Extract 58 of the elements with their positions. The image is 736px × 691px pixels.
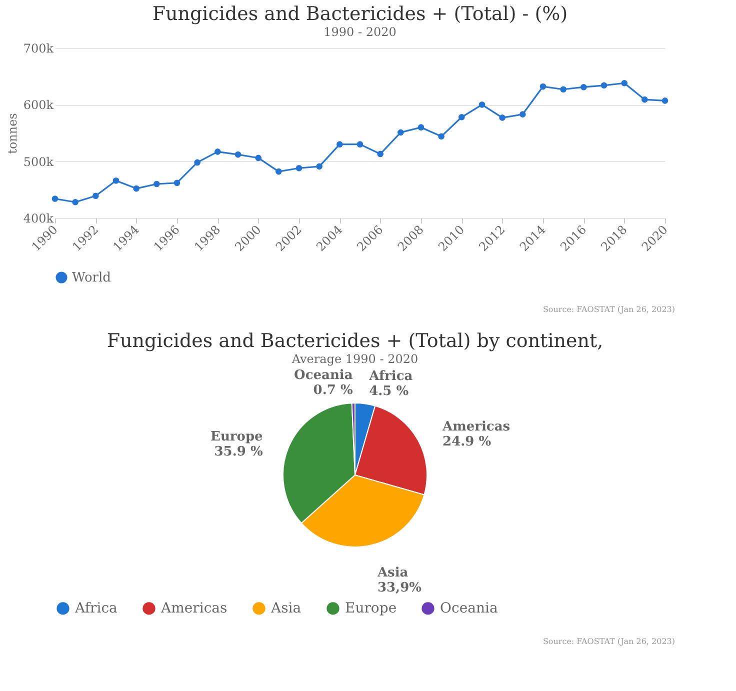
- y-tick-label: 700k: [23, 42, 54, 56]
- point: [234, 151, 242, 158]
- point: [72, 198, 78, 206]
- data-label: 24.9 %: [442, 434, 492, 450]
- legend-label: Americas: [160, 600, 228, 616]
- point: [540, 83, 546, 90]
- slice-label: Africa: [368, 369, 414, 384]
- point: [438, 133, 444, 140]
- chart-subtitle: Average 1990 - 2020: [290, 352, 418, 366]
- point: [133, 185, 140, 192]
- legend-label: Oceania: [440, 600, 498, 616]
- slice-label: Asia: [376, 565, 409, 580]
- legend-label: Africa: [74, 600, 118, 616]
- chart-title: Fungicides and Bactericides + (Total) by continent,: [106, 330, 604, 352]
- point: [154, 180, 160, 188]
- data-label: 0.7 %: [313, 383, 354, 398]
- point: [478, 102, 486, 108]
- source-note: Source: FAOSTAT (Jan 26, 2023): [542, 637, 675, 646]
- y-axis-title: tonnes: [5, 113, 20, 154]
- point: [112, 177, 120, 184]
- y-tick-label: 400k: [23, 212, 54, 226]
- legend-label: World: [72, 270, 111, 286]
- point: [418, 124, 424, 130]
- point: [92, 192, 99, 200]
- point: [499, 114, 506, 121]
- legend-label: Europe: [345, 600, 397, 616]
- point: [662, 98, 668, 104]
- point: [580, 84, 587, 90]
- point: [214, 148, 221, 155]
- point: [458, 114, 465, 120]
- data-label: 35.9 %: [214, 444, 264, 460]
- point: [336, 141, 343, 148]
- point: [398, 129, 404, 136]
- y-tick-label: 600k: [23, 98, 54, 112]
- point: [316, 163, 322, 170]
- y-tick-label: 500k: [23, 154, 54, 169]
- source-note: Source: FAOSTAT (Jan 26, 2023): [542, 305, 675, 314]
- point: [194, 159, 200, 166]
- point: [174, 180, 180, 186]
- point: [377, 150, 384, 158]
- slice-label: Oceania: [294, 368, 354, 384]
- chart-title: Fungicides and Bactericides + (Total) - (%): [152, 3, 568, 25]
- point: [560, 86, 566, 93]
- point: [600, 82, 608, 89]
- point: [255, 154, 262, 162]
- data-label: 33,9%: [377, 580, 422, 596]
- point: [520, 111, 526, 118]
- point: [52, 196, 58, 202]
- slice-label: Americas: [442, 420, 510, 435]
- chart-subtitle: 1990 - 2020: [324, 25, 396, 39]
- legend-label: Asia: [270, 600, 302, 616]
- point: [642, 96, 648, 103]
- slice-label: Europe: [210, 429, 263, 444]
- point: [356, 141, 364, 148]
- point: [621, 80, 628, 86]
- point: [296, 164, 302, 172]
- point: [276, 168, 282, 175]
- data-label: 4.5 %: [369, 384, 410, 399]
